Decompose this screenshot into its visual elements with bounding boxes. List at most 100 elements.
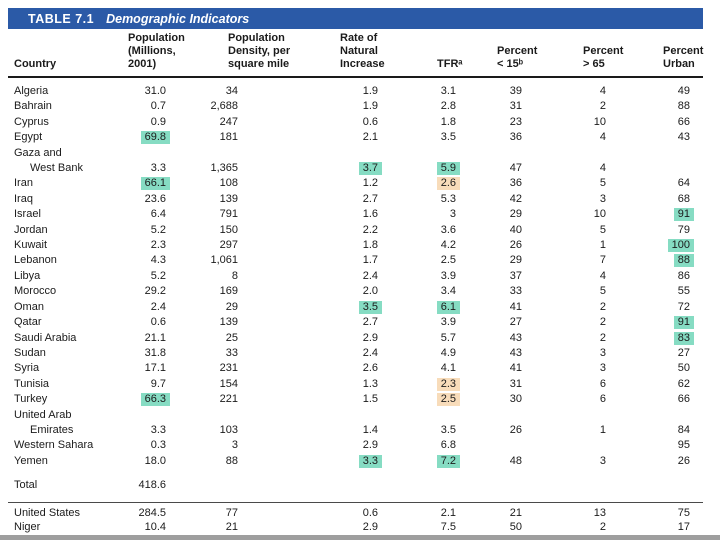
highlighted-value: 91 [673, 316, 694, 330]
rni-cell: 2.9 [362, 520, 378, 533]
tfr-cell: 5.3 [440, 192, 456, 205]
tfr-cell: 5.9 [380, 161, 460, 176]
country-cell: Kuwait [14, 239, 48, 252]
highlighted-value: 3.3 [358, 454, 382, 468]
country-cell: Western Sahara [14, 439, 94, 452]
rni-cell: 0.6 [362, 506, 378, 519]
column-headers: Country Population (Millions, 2001) Popu… [8, 29, 703, 76]
pop-cell: 9.7 [150, 377, 166, 390]
table-row: Kuwait 2.3 297 1.8 4.2 26 1 100 [8, 238, 703, 253]
tfr-cell: 2.1 [440, 506, 456, 519]
rni-cell: 1.6 [362, 208, 378, 221]
highlighted-value: 7.2 [436, 454, 460, 468]
p15-cell: 37 [509, 269, 522, 282]
urban-cell: 64 [677, 177, 690, 190]
country-cell: Saudi Arabia [14, 331, 77, 344]
p65-cell [524, 478, 608, 493]
density-cell: 1,061 [210, 254, 238, 267]
density-cell: 2,688 [210, 100, 238, 113]
tfr-cell [380, 478, 458, 493]
tfr-cell: 3.5 [440, 131, 456, 144]
p15-cell: 43 [509, 331, 522, 344]
country-cell: Lebanon [14, 254, 57, 267]
table-row: Qatar 0.6 139 2.7 3.9 27 2 91 [8, 315, 703, 330]
pop-cell: 31.8 [144, 346, 166, 359]
rni-cell: 1.5 [362, 393, 378, 406]
density-cell: 791 [219, 208, 238, 221]
urban-cell: 91 [608, 207, 703, 222]
density-cell: 88 [225, 454, 238, 467]
p15-cell: 36 [509, 131, 522, 144]
col-header-population-density: Population Density, per square mile [228, 32, 291, 70]
p65-cell: 4 [599, 131, 606, 144]
rni-cell: 2.2 [362, 223, 378, 236]
urban-cell: 62 [677, 377, 690, 390]
comparison-rows: United States 284.5 77 0.6 2.1 21 13 75 Niger 10.… [8, 506, 703, 534]
p65-cell: 2 [599, 331, 606, 344]
pop-cell: 31.0 [144, 85, 166, 97]
density-cell: 29 [225, 300, 238, 313]
p65-cell: 1 [599, 423, 606, 436]
rni-cell: 1.9 [362, 100, 378, 113]
p15-cell: 31 [509, 377, 522, 390]
p15-cell: 27 [509, 316, 522, 329]
table-row: Morocco 29.2 169 2.0 3.4 33 5 55 [8, 284, 703, 299]
urban-cell: 100 [608, 238, 703, 253]
urban-cell: 26 [677, 454, 690, 467]
pop-cell: 0.6 [150, 316, 166, 329]
p15-cell: 47 [509, 162, 522, 175]
pop-cell: 0.7 [150, 100, 166, 113]
tfr-cell: 3.6 [440, 223, 456, 236]
p65-cell: 1 [599, 239, 606, 252]
country-cell: Algeria [14, 85, 49, 97]
pop-cell: 5.2 [150, 269, 166, 282]
highlighted-value: 2.6 [436, 177, 460, 191]
rni-cell: 3.3 [240, 454, 382, 469]
pop-cell: 6.4 [150, 208, 166, 221]
country-cell: Cyprus [14, 115, 49, 128]
country-cell: Syria [14, 362, 40, 375]
density-cell: 139 [219, 192, 238, 205]
col-header-percent-over-65: Percent > 65 [583, 45, 624, 70]
p65-cell: 5 [599, 177, 606, 190]
tfr-cell: 4.9 [440, 346, 456, 359]
p65-cell: 7 [599, 254, 606, 267]
density-cell: 150 [219, 223, 238, 236]
urban-cell: 50 [677, 362, 690, 375]
p65-cell: 10 [593, 208, 606, 221]
table-row: United States 284.5 77 0.6 2.1 21 13 75 [8, 506, 703, 520]
tfr-cell: 4.2 [440, 239, 456, 252]
country-cell: Iraq [14, 192, 33, 205]
highlighted-value: 2.3 [436, 377, 460, 391]
p65-cell: 6 [599, 377, 606, 390]
p15-cell: 41 [509, 300, 522, 313]
tfr-cell: 2.5 [440, 254, 456, 267]
table-row: Syria 17.1 231 2.6 4.1 41 3 50 [8, 361, 703, 376]
pop-cell: 418.6 [138, 479, 166, 492]
density-cell: 139 [219, 316, 238, 329]
table-row: Saudi Arabia 21.1 25 2.9 5.7 43 2 83 [8, 331, 703, 346]
rni-cell: 2.4 [362, 269, 378, 282]
rni-cell: 1.9 [362, 85, 378, 97]
table-title: Demographic Indicators [106, 11, 250, 26]
density-cell: 77 [225, 506, 238, 519]
tfr-cell: 1.8 [440, 115, 456, 128]
header-rule [8, 76, 703, 78]
p65-cell: 5 [599, 223, 606, 236]
rni-cell: 2.1 [362, 131, 378, 144]
tfr-cell: 7.5 [440, 520, 456, 533]
pop-cell: 5.2 [150, 223, 166, 236]
table-row: United Arab [8, 408, 703, 423]
rni-cell: 2.9 [362, 439, 378, 452]
table-row: Iraq 23.6 139 2.7 5.3 42 3 68 [8, 192, 703, 207]
density-cell: 231 [219, 362, 238, 375]
rni-cell: 1.8 [362, 239, 378, 252]
p15-cell: 39 [509, 85, 522, 97]
country-cell: Qatar [14, 316, 42, 329]
table-row: Algeria 31.0 34 1.9 3.1 39 4 49 [8, 84, 703, 99]
urban-cell: 72 [677, 300, 690, 313]
table-row: Turkey 66.3 221 1.5 2.5 30 6 66 [8, 392, 703, 407]
pop-cell: 21.1 [144, 331, 166, 344]
p15-cell: 30 [509, 393, 522, 406]
density-cell: 33 [225, 346, 238, 359]
